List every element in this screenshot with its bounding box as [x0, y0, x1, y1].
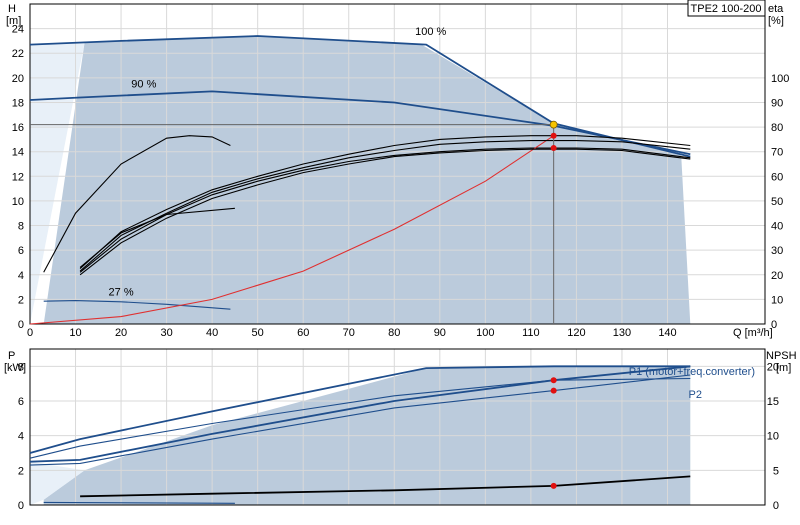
- series-label-p1: P1 (motor+freq.converter): [629, 366, 755, 378]
- x-tick-label: 10: [69, 327, 81, 339]
- plot-frame: [29, 348, 766, 506]
- envelope-light-region: [30, 42, 85, 325]
- y-left-tick-label: 4: [18, 270, 24, 282]
- power-series-0: [29, 365, 691, 454]
- x-tick-label: 90: [434, 327, 446, 339]
- x-tick-label: 80: [388, 327, 400, 339]
- series-line-6: [29, 135, 555, 325]
- series-line-0: [29, 35, 691, 158]
- y-right-tick-label: 0: [773, 500, 779, 512]
- y-left-tick-label: 12: [12, 171, 24, 183]
- operating-point: [550, 145, 557, 151]
- y-right-tick-label: 60: [771, 171, 783, 183]
- x-tick-label: 130: [613, 327, 631, 339]
- x-tick-label: 60: [297, 327, 309, 339]
- series-label-1: 90 %: [131, 79, 156, 91]
- y-left-tick-label: 2: [18, 294, 24, 306]
- y-left-axis-unit: [kW]: [4, 362, 26, 374]
- power-series-3: [29, 374, 691, 466]
- y-left-tick-label: 14: [12, 147, 24, 159]
- y-left-tick-label: 0: [18, 500, 24, 512]
- y-left-tick-label: 10: [12, 196, 24, 208]
- operating-point: [550, 377, 557, 384]
- power-envelope-light: [30, 461, 85, 505]
- y-left-tick-label: 20: [12, 73, 24, 85]
- power-series-4: [80, 475, 691, 498]
- x-axis-label: Q [m³/h]: [733, 327, 773, 339]
- x-tick-label: 20: [115, 327, 127, 339]
- power-npsh-chart: 0 2 4 6 8 0 5 10 15 20 P[kW] NPSH[m] P1 (motor+freq.…: [4, 348, 797, 512]
- y-right-tick-label: 50: [771, 196, 783, 208]
- y-right-tick-label: 100: [771, 73, 789, 85]
- y-right-tick-label: 20: [771, 270, 783, 282]
- power-series-1: [29, 377, 691, 459]
- power-series-2: [29, 365, 691, 463]
- y-right-tick-label: 30: [771, 245, 783, 257]
- y-right-tick-label: 10: [771, 294, 783, 306]
- y-right-tick-label: 40: [771, 221, 783, 233]
- y-right-tick-label: 70: [771, 147, 783, 159]
- y-left-tick-label: 18: [12, 97, 24, 109]
- model-box: [687, 0, 766, 17]
- operating-envelope: [30, 36, 691, 324]
- head-chart: 0 10 20 30 40 50 60 70 80 90 100 110 120 130 140024681…: [6, 0, 789, 339]
- x-tick-label: 0: [27, 327, 33, 339]
- y-left-axis-unit: [m]: [6, 15, 21, 27]
- series-label-0: 100 %: [415, 26, 446, 38]
- y-right-tick-label: 15: [767, 396, 779, 408]
- x-tick-label: 50: [252, 327, 264, 339]
- y-left-tick-label: 22: [12, 48, 24, 60]
- x-tick-label: 70: [343, 327, 355, 339]
- y-right-tick-label: 10: [767, 431, 779, 443]
- y-right-tick-label: 20: [767, 361, 779, 373]
- system-curve-1: [79, 140, 691, 272]
- series-line-2: [43, 300, 231, 310]
- operating-point: [550, 387, 557, 394]
- y-left-tick-label: 0: [18, 319, 24, 331]
- y-left-tick-label: 6: [18, 245, 24, 257]
- y-right-tick-label: 90: [771, 97, 783, 109]
- y-right-tick-label: 5: [773, 465, 779, 477]
- y-left-tick-label: 4: [18, 431, 24, 443]
- y-left-tick-label: 8: [18, 361, 24, 373]
- x-tick-label: 40: [206, 327, 218, 339]
- y-left-axis-label: P: [8, 350, 15, 362]
- series-label-2: 27 %: [109, 287, 134, 299]
- series-line-4: [79, 135, 691, 270]
- series-label-p2: P2: [689, 389, 702, 401]
- y-right-tick-label: 0: [771, 319, 777, 331]
- operating-point: [550, 482, 557, 489]
- power-series-5: [43, 501, 235, 504]
- y-right-axis-label: eta: [768, 3, 784, 15]
- x-tick-label: 140: [658, 327, 676, 339]
- plot-frame: [29, 3, 766, 325]
- y-right-axis-label: NPSH: [766, 350, 797, 362]
- x-tick-label: 110: [522, 327, 540, 339]
- series-line-3: [79, 147, 691, 273]
- y-left-tick-label: 24: [12, 24, 24, 36]
- x-tick-label: 120: [567, 327, 585, 339]
- x-tick-label: 100: [476, 327, 494, 339]
- duty-point: [549, 120, 558, 129]
- partial-curve: [79, 207, 235, 268]
- series-line-1: [29, 90, 691, 156]
- y-left-tick-label: 16: [12, 122, 24, 134]
- operating-point: [550, 132, 557, 139]
- y-right-axis-unit: [%]: [768, 15, 784, 27]
- y-left-tick-label: 6: [18, 396, 24, 408]
- y-left-tick-label: 8: [18, 221, 24, 233]
- series-line-5: [43, 135, 231, 273]
- y-right-tick-label: 80: [771, 122, 783, 134]
- y-left-axis-label: H: [8, 3, 16, 15]
- system-curve-0: [79, 148, 691, 276]
- x-tick-label: 30: [160, 327, 172, 339]
- y-left-tick-label: 2: [18, 465, 24, 477]
- y-right-axis-unit: [m]: [776, 362, 791, 374]
- model-label: TPE2 100-200: [691, 3, 762, 15]
